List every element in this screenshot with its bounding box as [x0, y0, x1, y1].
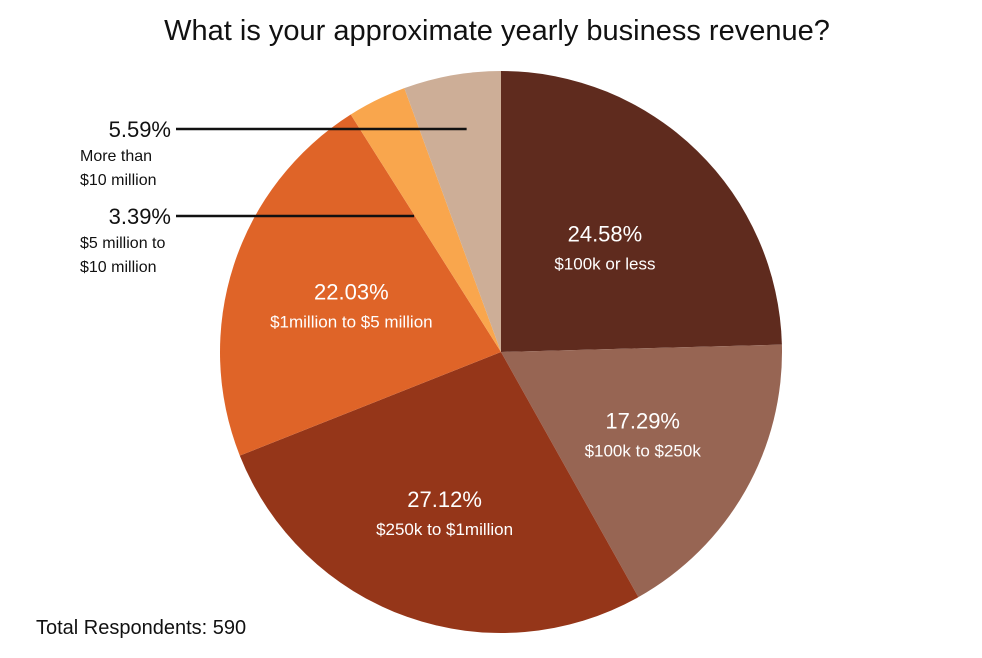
slice-value-label-0: 24.58% — [568, 221, 643, 246]
slice-value-label-2: 27.12% — [407, 487, 482, 512]
pie-slice-4 — [350, 88, 501, 352]
slice-value-label-1: 17.29% — [605, 409, 680, 434]
pie-labels: 24.58% $100k or less 17.29% $100k to $250k 2… — [80, 117, 701, 539]
slice-category-label-0: $100k or less — [554, 254, 655, 273]
pie-slice-0 — [501, 71, 782, 352]
slice-category-label-5-line-0: More than — [80, 148, 152, 165]
slice-category-label-2: $250k to $1million — [376, 520, 513, 539]
pie-slice-5 — [404, 71, 501, 352]
slice-value-label-3: 22.03% — [314, 279, 389, 304]
pie-slice-2 — [239, 352, 639, 633]
slice-category-label-1: $100k to $250k — [585, 442, 702, 461]
total-respondents: Total Respondents: 590 — [36, 617, 246, 639]
pie-slice-1 — [501, 344, 782, 598]
slice-category-label-5-line-1: $10 million — [80, 172, 156, 189]
slice-category-label-4-line-1: $10 million — [80, 259, 156, 276]
slice-value-label-5: 5.59% — [109, 117, 171, 142]
chart-title: What is your approximate yearly business… — [164, 15, 830, 47]
slice-category-label-3: $1million to $5 million — [270, 312, 433, 331]
slice-category-label-4-line-0: $5 million to — [80, 235, 165, 252]
slice-value-label-4: 3.39% — [109, 204, 171, 229]
pie-slices — [219, 71, 782, 633]
pie-slice-3 — [219, 114, 501, 456]
